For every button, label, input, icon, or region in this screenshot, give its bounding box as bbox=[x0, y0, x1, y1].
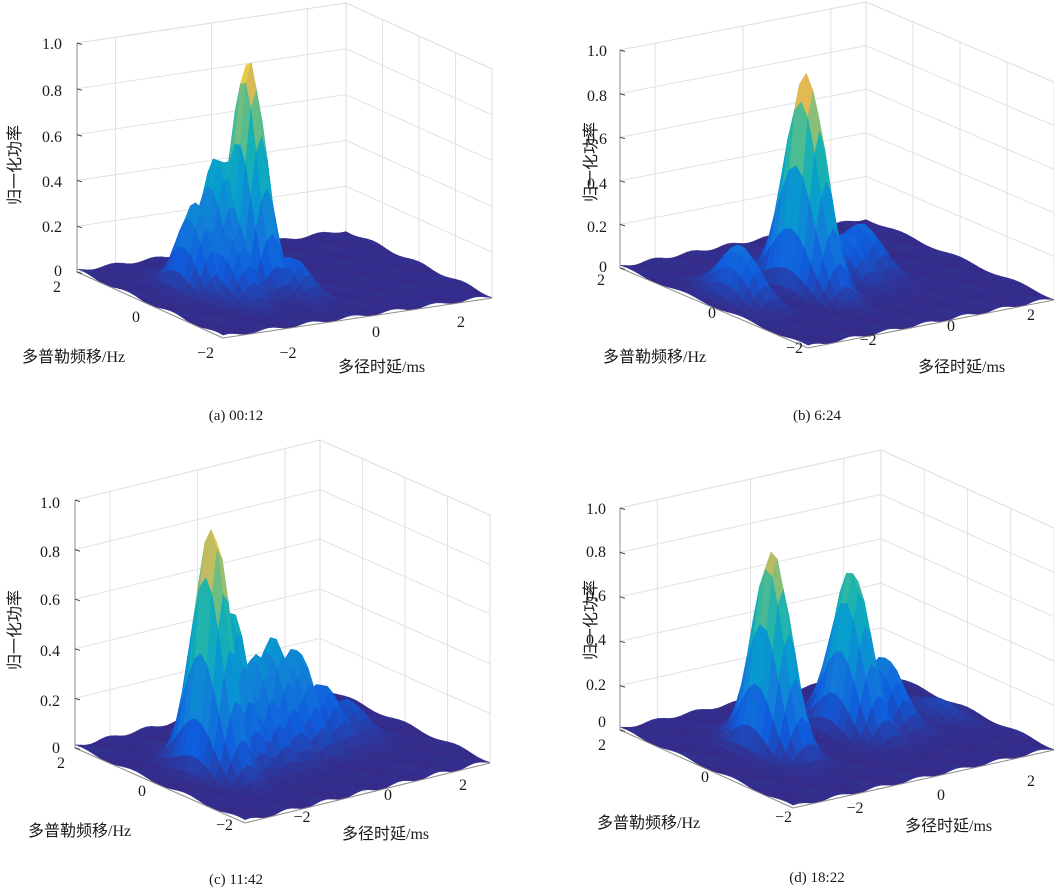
x-tick-label: 0 bbox=[384, 787, 392, 804]
x-tick-label: −2 bbox=[279, 345, 296, 362]
z-tick bbox=[619, 49, 626, 52]
z-tick bbox=[619, 93, 626, 96]
z-tick-label: 1.0 bbox=[42, 36, 62, 53]
z-tick-label: 0.6 bbox=[42, 129, 62, 146]
z-gridline bbox=[76, 185, 493, 253]
z-gridline bbox=[74, 588, 491, 665]
x-axis-line bbox=[222, 297, 493, 339]
x-axis-label: 多径时延/ms bbox=[342, 825, 429, 843]
z-tick bbox=[76, 271, 83, 274]
z-gridline bbox=[619, 88, 1054, 170]
z-tick bbox=[76, 88, 83, 91]
z-tick bbox=[76, 42, 83, 45]
z-tick bbox=[619, 136, 626, 140]
surface-patches bbox=[74, 529, 491, 821]
z-tick-label: 1.0 bbox=[40, 495, 60, 512]
z-tick bbox=[619, 267, 626, 270]
x-tick-label: −2 bbox=[859, 332, 876, 349]
x-axis-label: 多径时延/ms bbox=[338, 358, 425, 376]
panel-caption: (b) 6:24 bbox=[793, 408, 841, 424]
y-tick-label: 0 bbox=[138, 783, 146, 800]
z-tick-label: 0.2 bbox=[587, 219, 607, 236]
z-tick-label: 0.2 bbox=[40, 693, 60, 710]
z-gridline bbox=[76, 48, 493, 116]
x-tick-label: 2 bbox=[1027, 307, 1035, 324]
axis-lines bbox=[619, 49, 1054, 349]
surface-mesh bbox=[619, 449, 1054, 809]
y-tick-label: 2 bbox=[53, 279, 61, 296]
x-tick-label: 0 bbox=[372, 324, 380, 341]
z-gridline bbox=[74, 637, 491, 714]
panel-caption: (a) 00:12 bbox=[209, 408, 264, 424]
y-tick-label: −2 bbox=[216, 817, 233, 834]
z-tick bbox=[619, 223, 626, 227]
z-tick-label: 0.4 bbox=[587, 176, 607, 193]
z-axis-label: 归一化功率 bbox=[6, 125, 24, 205]
y-tick-label: −2 bbox=[197, 345, 214, 362]
surface-plot-d: 0 0.2 0.4 0.6 0.8 1.0 2 0 −2 −2 0 2 归一化功… bbox=[582, 449, 1054, 886]
x-axis-label: 多径时延/ms bbox=[918, 358, 1005, 376]
z-gridline bbox=[619, 132, 1054, 214]
z-tick bbox=[76, 225, 83, 229]
z-axis-label: 归一化功率 bbox=[6, 590, 24, 670]
z-tick-label: 0.6 bbox=[587, 131, 607, 148]
x-tick-label: 2 bbox=[459, 777, 467, 794]
z-tick-label: 0 bbox=[54, 263, 62, 280]
panel-caption: (c) 11:42 bbox=[209, 872, 263, 888]
surface-plot-a: 0 0.2 0.4 0.6 0.8 1.0 2 0 −2 −2 0 2 归一化功… bbox=[6, 2, 493, 424]
z-gridline bbox=[619, 45, 1054, 127]
z-gridline bbox=[76, 139, 493, 207]
surface-mesh bbox=[74, 439, 491, 824]
z-tick-label: 0.8 bbox=[587, 88, 607, 105]
surface-patches bbox=[619, 72, 1054, 346]
z-tick-label: 0.2 bbox=[42, 219, 62, 236]
z-gridline bbox=[76, 94, 493, 162]
z-tick bbox=[76, 134, 83, 137]
z-gridline bbox=[619, 1, 1054, 83]
surface-patches bbox=[76, 62, 493, 336]
x-tick-label: 0 bbox=[947, 318, 955, 335]
z-tick bbox=[619, 180, 626, 183]
z-gridline bbox=[74, 538, 491, 615]
x-tick-label: −2 bbox=[293, 809, 310, 826]
y-axis-line bbox=[619, 267, 809, 349]
z-gridline bbox=[76, 2, 493, 70]
z-tick-label: 0 bbox=[599, 259, 607, 276]
z-gridline bbox=[74, 489, 491, 566]
surface-patch bbox=[800, 341, 814, 346]
surface-plot-c: 0 0.2 0.4 0.6 0.8 1.0 2 0 −2 −2 0 2 归一化功… bbox=[6, 439, 491, 888]
z-tick bbox=[76, 179, 83, 183]
y-tick-label: −2 bbox=[786, 340, 803, 357]
y-axis-label: 多普勒频移/Hz bbox=[22, 348, 125, 366]
y-axis-label: 多普勒频移/Hz bbox=[28, 822, 131, 840]
y-tick-label: 0 bbox=[132, 309, 140, 326]
z-tick-label: 0.4 bbox=[42, 174, 62, 191]
y-tick-label: 2 bbox=[597, 272, 605, 289]
y-axis-line bbox=[76, 271, 224, 339]
surface-plot-b: 0 0.2 0.4 0.6 0.8 1.0 2 0 −2 −2 0 2 归一化功… bbox=[582, 1, 1054, 424]
z-gridline bbox=[619, 175, 1054, 257]
y-axis-label: 多普勒频移/Hz bbox=[603, 348, 706, 366]
surface-patch bbox=[217, 331, 230, 336]
y-tick-label: 2 bbox=[57, 755, 65, 772]
axis-lines bbox=[76, 42, 493, 339]
z-tick-label: 0.4 bbox=[40, 643, 60, 660]
y-tick-label: 0 bbox=[708, 305, 716, 322]
x-tick-label: 2 bbox=[457, 314, 465, 331]
z-tick-label: 0.8 bbox=[40, 544, 60, 561]
z-axis-label: 归一化功率 bbox=[582, 122, 600, 202]
surface-mesh bbox=[76, 2, 493, 339]
z-tick-label: 0.6 bbox=[40, 592, 60, 609]
x-axis-line bbox=[807, 299, 1054, 349]
z-tick-label: 0.8 bbox=[42, 83, 62, 100]
surface-mesh bbox=[619, 1, 1054, 349]
z-gridline bbox=[74, 439, 491, 516]
z-tick-label: 1.0 bbox=[587, 43, 607, 60]
